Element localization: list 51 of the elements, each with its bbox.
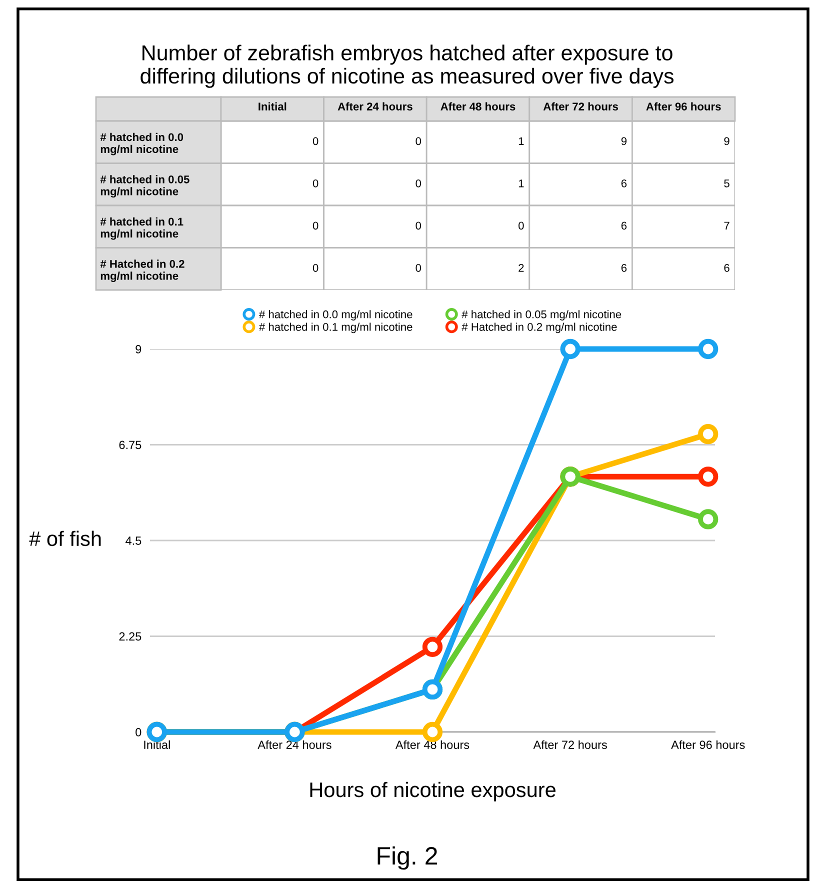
legend-label: # hatched in 0.1 mg/ml nicotine [259, 322, 412, 334]
x-tick-label: Initial [258, 102, 286, 110]
data-label: 0 [416, 179, 422, 188]
data-label: 7 [724, 222, 730, 230]
data-label: 0 [312, 222, 318, 230]
x-tick-label: After 72 hours [543, 102, 618, 110]
point [698, 466, 718, 487]
data-label: 9 [724, 137, 730, 146]
x-axis-title: Hours of nicotine exposure [310, 782, 556, 802]
data-label: 9 [621, 137, 627, 146]
point [698, 509, 718, 530]
data-label: 1 [518, 137, 524, 145]
y-axis-title: # of fish [29, 530, 101, 546]
y-tick-label: 4.5 [126, 536, 142, 545]
x-tick-label: After 96 hours [671, 740, 745, 750]
point [698, 338, 718, 360]
y-tick-label: 2.25 [119, 632, 142, 641]
x-tick-label: After 48 hours [440, 102, 516, 110]
point [698, 424, 718, 444]
data-label: 0 [312, 137, 318, 146]
x-tick-label: After 72 hours [533, 740, 607, 750]
data-label: 5 [724, 180, 730, 188]
y-tick-label: 0 [136, 728, 142, 736]
y-tick-label: # hatched in 0.0 mg/ml nicotine [100, 132, 184, 156]
x-tick-label: Initial [144, 740, 170, 750]
y-tick-label: 9 [136, 345, 142, 354]
data-label: 0 [312, 264, 318, 272]
data-label: 0 [312, 179, 318, 188]
data-label: 2 [518, 264, 524, 272]
legend-label: # hatched in 0.0 mg/ml nicotine [259, 310, 412, 320]
chart-title: Number of zebrafish embryos hatched after exposure to differing dilutions of nicotine as measured over five days [140, 44, 674, 88]
data-label: 1 [518, 180, 524, 188]
data-label: 6 [724, 264, 730, 272]
data-label: 6 [621, 179, 627, 188]
point [422, 636, 443, 657]
data-label: 0 [416, 222, 422, 230]
point [560, 338, 580, 360]
legend-label: # Hatched in 0.2 mg/ml nicotine [462, 322, 617, 334]
data-label: 6 [621, 222, 627, 230]
y-tick-label: # Hatched in 0.2 mg/ml nicotine [100, 260, 184, 282]
y-tick-label: # hatched in 0.05 mg/ml nicotine [100, 175, 190, 198]
x-tick-label: After 24 hours [338, 102, 412, 110]
data-label: 0 [416, 137, 422, 146]
x-tick-label: After 96 hours [646, 102, 721, 110]
caption: Fig. 2 [378, 846, 438, 870]
legend-label: # hatched in 0.05 mg/ml nicotine [462, 310, 622, 320]
y-tick-label: 6.75 [119, 440, 142, 450]
data-label: 6 [621, 264, 627, 272]
y-tick-label: # hatched in 0.1 mg/ml nicotine [100, 217, 184, 240]
data-label: 0 [416, 264, 422, 272]
data-label: 0 [518, 222, 524, 230]
